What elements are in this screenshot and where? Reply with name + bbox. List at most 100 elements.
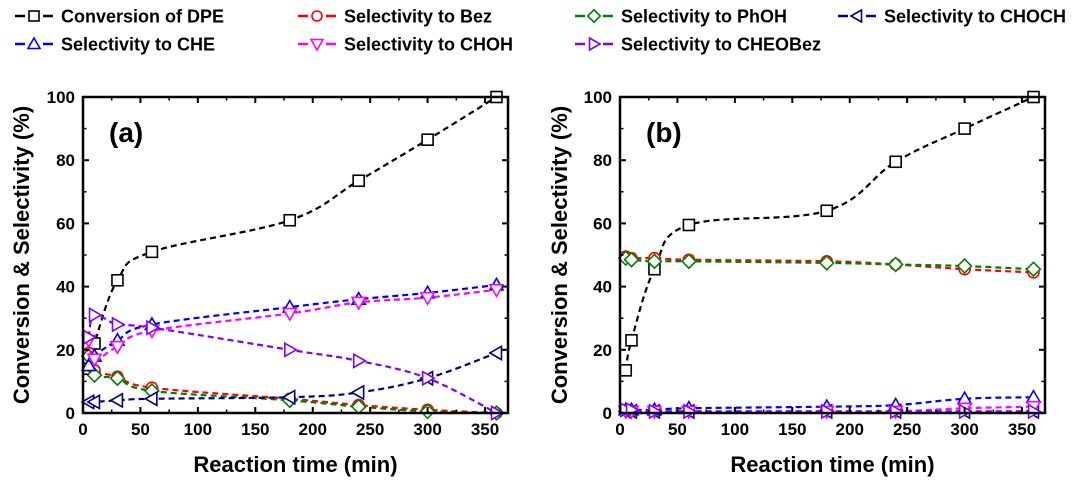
data-point xyxy=(419,291,436,306)
series-line xyxy=(625,408,1034,413)
x-tick-label: 350 xyxy=(1008,420,1036,439)
legend-marker-circle xyxy=(311,10,323,22)
x-tick-label: 250 xyxy=(356,420,384,439)
y-tick-label: 0 xyxy=(66,404,75,423)
legend-entry-conversion-of-dpe: Conversion of DPE xyxy=(15,7,224,27)
x-tick-label: 350 xyxy=(471,420,499,439)
data-point xyxy=(350,296,367,311)
y-tick-label: 40 xyxy=(56,278,75,297)
x-tick-label: 0 xyxy=(615,420,624,439)
data-point xyxy=(682,218,696,232)
legend-marker-triangle-left xyxy=(849,8,863,24)
data-point xyxy=(86,353,103,368)
y-tick-label: 20 xyxy=(56,341,75,360)
x-tick-label: 300 xyxy=(950,420,978,439)
legend-label: Selectivity to CHOCH xyxy=(884,7,1066,27)
data-point xyxy=(820,204,834,218)
x-tick-label: 0 xyxy=(78,420,87,439)
data-point xyxy=(284,341,298,358)
x-tick-label: 200 xyxy=(836,420,864,439)
data-point xyxy=(86,367,103,384)
x-tick-label: 50 xyxy=(668,420,687,439)
data-point xyxy=(625,334,638,347)
data-point xyxy=(648,403,663,420)
x-tick-label: 150 xyxy=(778,420,806,439)
data-point xyxy=(619,364,633,377)
series-selectivity-to-che xyxy=(80,276,505,372)
legend-marker-triangle-right xyxy=(588,36,602,52)
data-point xyxy=(956,258,973,275)
data-point xyxy=(887,256,904,273)
legend-entry-selectivity-to-che: Selectivity to CHE xyxy=(15,35,215,55)
y-axis: 0 20 40 60 80 100 xyxy=(584,88,1045,423)
x-tick-label: 250 xyxy=(893,420,921,439)
y-tick-label: 100 xyxy=(584,88,612,107)
legend-entry-selectivity-to-choh: Selectivity to CHOH xyxy=(298,35,513,55)
x-tick-label: 100 xyxy=(721,420,749,439)
series-selectivity-to-phoh xyxy=(617,250,1042,278)
legend: Conversion of DPE Selectivity to Bez Selec… xyxy=(15,7,1066,55)
y-tick-label: 20 xyxy=(593,341,612,360)
series-selectivity-to-cheobez xyxy=(82,307,505,421)
data-point xyxy=(352,352,367,369)
data-point xyxy=(146,319,161,336)
data-point xyxy=(281,389,296,406)
y-tick-label: 80 xyxy=(593,151,612,170)
y-tick-label: 0 xyxy=(603,404,612,423)
x-tick-label: 200 xyxy=(299,420,327,439)
y-axis-title: Conversion & Selectivity (%) xyxy=(9,106,34,404)
data-point xyxy=(821,403,835,420)
series-conversion-of-dpe xyxy=(82,90,503,376)
data-point xyxy=(818,254,835,271)
legend-entry-selectivity-to-phoh: Selectivity to PhOH xyxy=(575,7,787,27)
x-tick-label: 300 xyxy=(413,420,441,439)
legend-marker-triangle-down xyxy=(309,38,325,52)
x-tick-label: 50 xyxy=(131,420,150,439)
series-line xyxy=(87,313,498,414)
data-point xyxy=(145,245,159,259)
plot-frame xyxy=(618,95,1047,415)
data-point xyxy=(109,370,126,387)
legend-label: Selectivity to PhOH xyxy=(621,7,787,27)
data-point xyxy=(889,403,904,420)
legend-entry-selectivity-to-bez: Selectivity to Bez xyxy=(298,7,492,27)
data-point xyxy=(109,340,126,355)
legend-entry-selectivity-to-choch: Selectivity to CHOCH xyxy=(838,7,1066,27)
x-axis: 0 50 100 150 200 250 300 350 xyxy=(615,97,1036,439)
data-point xyxy=(421,370,436,387)
series-selectivity-to-choh xyxy=(80,284,505,368)
data-point xyxy=(488,284,505,298)
series-group xyxy=(80,90,505,422)
legend-label: Selectivity to CHE xyxy=(61,35,215,55)
y-tick-label: 60 xyxy=(593,214,612,233)
data-point xyxy=(143,390,158,407)
x-tick-label: 150 xyxy=(241,420,269,439)
y-tick-label: 80 xyxy=(56,151,75,170)
legend-label: Selectivity to CHOH xyxy=(344,35,513,55)
legend-label: Conversion of DPE xyxy=(61,7,224,27)
data-point xyxy=(683,403,698,420)
series-selectivity-to-phoh xyxy=(80,348,505,422)
series-line xyxy=(625,396,1034,412)
legend-label: Selectivity to CHEOBez xyxy=(621,35,821,55)
data-point xyxy=(86,393,101,410)
data-point xyxy=(350,384,365,401)
data-point xyxy=(623,251,640,268)
data-point xyxy=(281,307,298,322)
data-point xyxy=(283,213,297,227)
series-selectivity-to-bez xyxy=(82,346,503,420)
legend-label: Selectivity to Bez xyxy=(344,7,492,27)
series-line xyxy=(87,96,498,370)
y-tick-label: 100 xyxy=(47,88,75,107)
series-conversion-of-dpe xyxy=(619,90,1040,377)
series-line xyxy=(87,283,497,367)
data-point xyxy=(421,133,434,146)
data-point xyxy=(680,253,697,270)
x-axis-title: Reaction time (min) xyxy=(193,452,397,477)
data-point xyxy=(646,253,663,270)
panel-label: (a) xyxy=(109,117,143,148)
legend-marker-triangle-up xyxy=(26,36,42,50)
legend-marker-square xyxy=(28,10,40,22)
y-tick-label: 40 xyxy=(593,278,612,297)
legend-marker-diamond xyxy=(586,8,602,24)
